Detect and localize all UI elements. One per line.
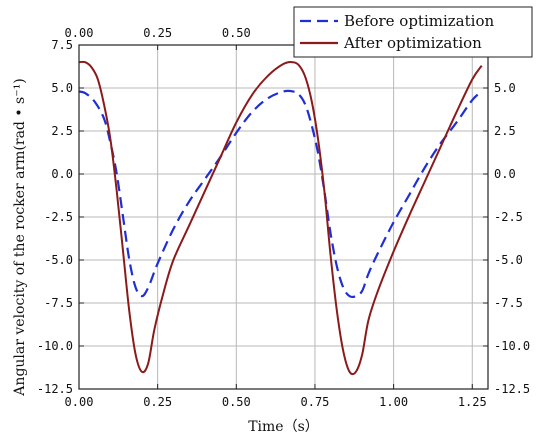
legend-box — [293, 6, 533, 58]
x-tick-label: 1.00 — [379, 395, 408, 409]
right-y-tick-label: 2.5 — [494, 124, 516, 138]
top-x-tick-label: 0.25 — [143, 26, 172, 40]
right-y-tick-label: -7.5 — [494, 296, 523, 310]
y-tick-label: -10.0 — [37, 339, 73, 353]
y-axis-title: Angular velocity of the rocker arm(rad •… — [12, 78, 28, 396]
x-tick-label: 0.75 — [301, 395, 330, 409]
y-tick-label: -12.5 — [37, 382, 73, 396]
right-y-tick-label: -2.5 — [494, 210, 523, 224]
ticks: 0.00 0.25 0.50 0.75 1.00 1.25 0.00 0.25 0.50 7.5 5… — [37, 26, 530, 409]
top-x-tick-label: 0.50 — [222, 26, 251, 40]
right-y-tick-label: -12.5 — [494, 382, 530, 396]
top-x-tick-label: 0.00 — [65, 26, 94, 40]
x-tick-label: 0.25 — [143, 395, 172, 409]
x-tick-label: 0.50 — [222, 395, 251, 409]
right-y-tick-label: 0.0 — [494, 167, 516, 181]
x-tick-label: 1.25 — [458, 395, 487, 409]
y-tick-label: 2.5 — [51, 124, 73, 138]
series-group — [79, 60, 483, 376]
y-tick-label: 0.0 — [51, 167, 73, 181]
y-tick-label: 7.5 — [51, 38, 73, 52]
series-line-after — [79, 60, 483, 376]
y-tick-label: -5.0 — [44, 253, 73, 267]
right-y-tick-label: 5.0 — [494, 81, 516, 95]
right-y-tick-label: -5.0 — [494, 253, 523, 267]
right-y-tick-label: -10.0 — [494, 339, 530, 353]
x-axis-title: Time（s） — [248, 419, 319, 435]
y-tick-label: -7.5 — [44, 296, 73, 310]
legend-label: Before optimization — [344, 12, 494, 30]
x-tick-label: 0.00 — [65, 395, 94, 409]
y-tick-label: -2.5 — [44, 210, 73, 224]
legend: Before optimization After optimization — [293, 6, 533, 58]
series-line-before — [79, 89, 483, 299]
grid — [78, 44, 488, 390]
legend-label: After optimization — [343, 34, 482, 52]
y-tick-label: 5.0 — [51, 81, 73, 95]
